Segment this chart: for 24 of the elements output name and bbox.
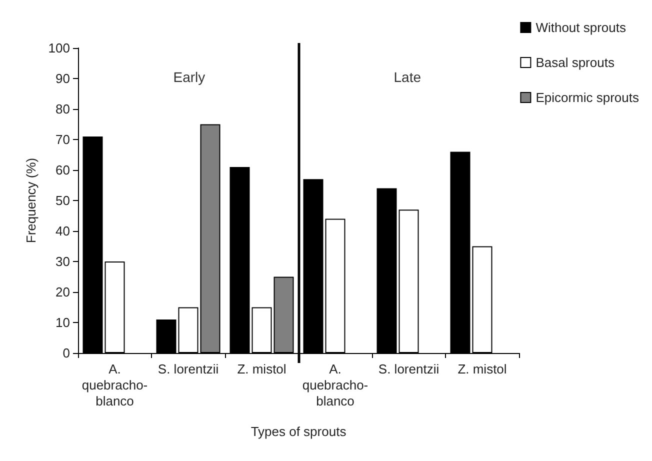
y-tick-label: 80 [56,102,70,116]
x-axis-title: Types of sprouts [250,424,347,439]
y-tick-label: 90 [56,71,70,86]
y-tick-label: 40 [56,224,70,238]
y-axis-title: Frequency (%) [23,158,38,244]
annotation: Early [173,69,206,85]
y-tick-label: 100 [48,40,70,56]
y-tick-label: 0 [62,346,70,360]
annotation: Late [394,69,422,85]
y-tick-label: 20 [56,284,70,300]
legend-label: Basal sprouts [536,55,615,70]
x-tick-label: S. lorentzii [378,362,440,376]
x-tick-label: S. lorentzii [158,362,219,376]
x-tick-label: Z. mistol [458,362,507,376]
y-tick-label: 60 [56,162,70,178]
y-tick-label: 30 [56,254,70,269]
x-tick-label: Z. mistol [237,362,286,376]
legend-label: Epicormic sprouts [536,90,640,105]
y-tick-label: 50 [56,193,70,208]
x-tick-label: A. quebracho-blanco [302,362,368,408]
x-tick-label: A. quebracho-blanco [82,362,148,408]
legend-label: Without sprouts [536,20,627,35]
y-tick-label: 10 [56,315,70,330]
y-tick-label: 70 [56,132,70,147]
